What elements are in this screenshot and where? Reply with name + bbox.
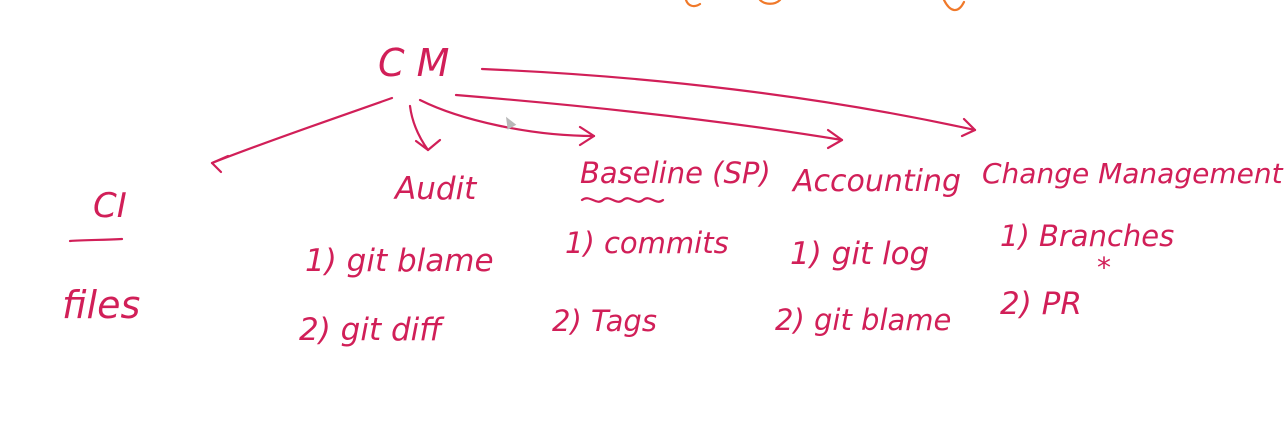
arrow-to-accounting	[454, 93, 844, 142]
change-management-item-2: 2) PR	[1000, 286, 1082, 322]
baseline-item-2: 2) Tags	[552, 304, 657, 338]
arrow-to-change-management	[480, 67, 977, 132]
change-management-item-1: 1) Branches	[1000, 219, 1174, 253]
arrowhead-accounting	[826, 128, 844, 150]
audit-item-1: 1) git blame	[305, 243, 494, 279]
arrowhead-audit	[414, 138, 442, 152]
pr-star-mark: *	[1097, 251, 1111, 284]
branch-title-change-management: Change Management	[982, 157, 1284, 190]
branch-title-baseline: Baseline (SP)	[580, 156, 771, 190]
baseline-squiggle-underline	[580, 197, 665, 203]
orange-scribble	[758, 0, 782, 5]
accounting-item-2: 2) git blame	[775, 303, 951, 337]
arrowhead-change-management	[960, 117, 977, 138]
root-label: C M	[378, 41, 449, 85]
arrowhead-baseline	[578, 125, 596, 147]
ci-item-files: files	[62, 283, 140, 327]
branch-title-accounting: Accounting	[791, 164, 961, 199]
arrow-to-ci	[210, 96, 394, 165]
arrow-to-audit	[408, 104, 430, 152]
orange-scribble	[942, 0, 966, 12]
arrow-to-baseline	[418, 98, 596, 138]
branch-title-audit: Audit	[393, 171, 478, 207]
arrowhead-ci	[210, 154, 230, 174]
branch-title-ci: CI	[93, 186, 127, 226]
accounting-item-1: 1) git log	[790, 236, 929, 272]
orange-scribble	[684, 0, 702, 8]
ci-underline	[68, 237, 124, 243]
audit-item-2: 2) git diff	[299, 312, 445, 348]
baseline-item-1: 1) commits	[565, 226, 729, 260]
